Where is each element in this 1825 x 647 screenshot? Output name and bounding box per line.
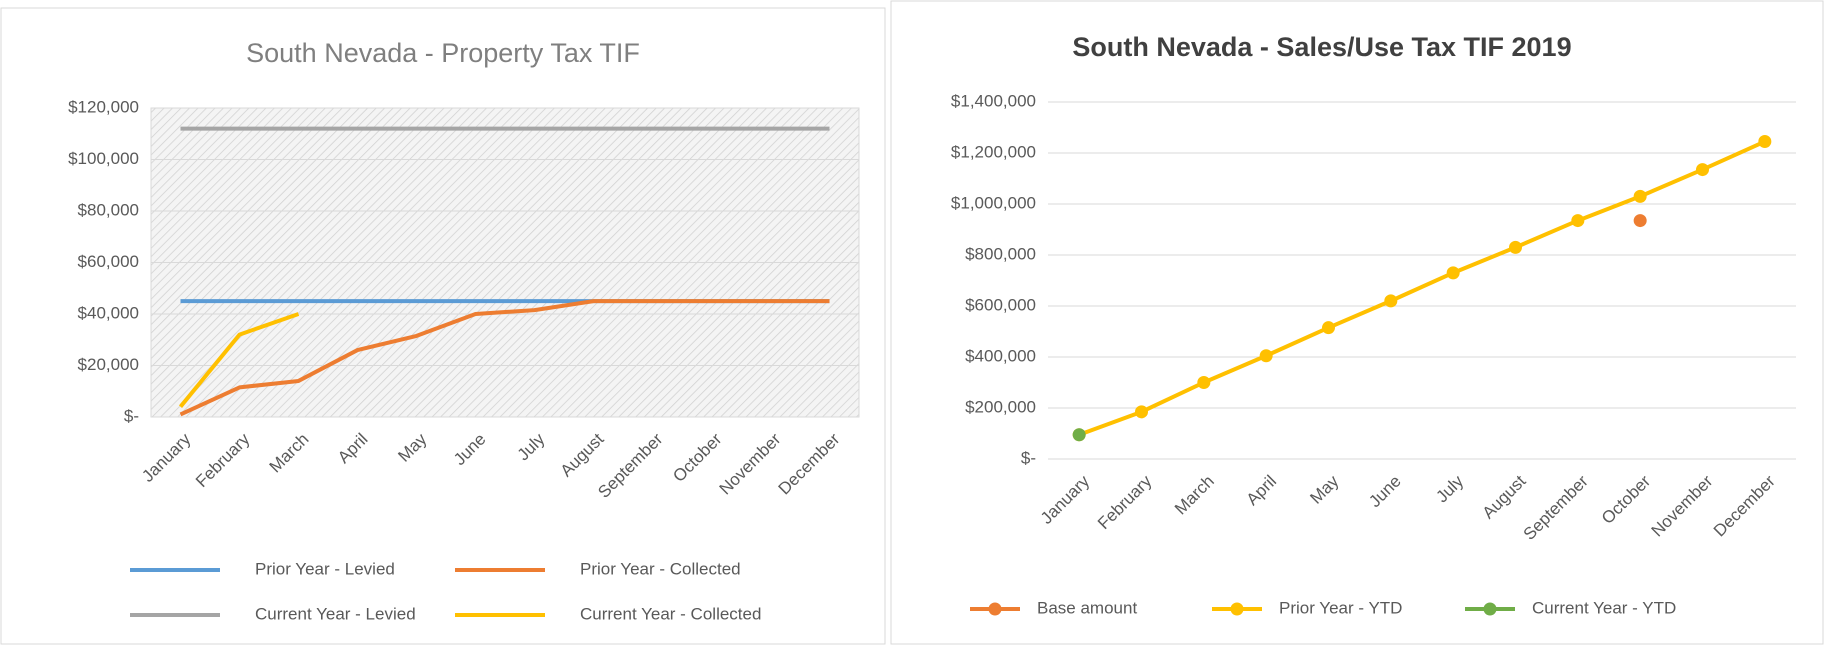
- data-point: [1758, 135, 1772, 149]
- data-point: [1446, 266, 1460, 280]
- y-tick-label: $400,000: [965, 346, 1036, 365]
- y-tick-label: $1,400,000: [951, 91, 1036, 110]
- y-tick-label: $120,000: [68, 97, 139, 116]
- y-tick-label: $100,000: [68, 149, 139, 168]
- y-tick-label: $1,200,000: [951, 142, 1036, 161]
- legend-label: Prior Year - Levied: [255, 559, 395, 578]
- legend-label: Current Year - Collected: [580, 604, 761, 623]
- data-point: [1197, 376, 1211, 389]
- data-point: [1509, 240, 1522, 254]
- legend-marker: [1483, 602, 1497, 616]
- legend-label: Prior Year - Collected: [580, 559, 741, 578]
- y-tick-label: $-: [1021, 448, 1036, 467]
- series-line: [1078, 139, 1766, 437]
- data-point: [1072, 428, 1086, 442]
- y-tick-label: $1,000,000: [951, 193, 1036, 212]
- data-point: [1135, 405, 1148, 419]
- data-point: [1696, 163, 1709, 177]
- data-point: [1633, 214, 1647, 228]
- data-point: [1384, 294, 1398, 308]
- data-point: [1633, 189, 1647, 203]
- series-line: [178, 312, 300, 408]
- chart-panel: [890, 0, 1824, 645]
- y-tick-label: $60,000: [78, 252, 139, 271]
- y-tick-label: $40,000: [78, 303, 139, 322]
- legend-label: Prior Year - YTD: [1279, 598, 1402, 617]
- legend-label: Current Year - YTD: [1532, 598, 1676, 617]
- legend-label: Current Year - Levied: [255, 604, 416, 623]
- data-point: [1259, 349, 1273, 363]
- y-tick-label: $80,000: [78, 200, 139, 219]
- legend-label: Base amount: [1037, 598, 1137, 617]
- series-line: [179, 299, 830, 417]
- legend-marker: [1230, 602, 1244, 616]
- chart-title: South Nevada - Sales/Use Tax TIF 2019: [1072, 32, 1571, 62]
- chart-title: South Nevada - Property Tax TIF: [246, 38, 640, 68]
- y-tick-label: $-: [124, 406, 139, 425]
- y-tick-label: $20,000: [78, 355, 139, 374]
- legend-marker: [988, 602, 1002, 616]
- y-tick-label: $800,000: [965, 244, 1036, 263]
- y-tick-label: $600,000: [965, 295, 1036, 314]
- data-point: [1571, 214, 1585, 228]
- y-tick-label: $200,000: [965, 397, 1036, 416]
- data-point: [1322, 321, 1335, 335]
